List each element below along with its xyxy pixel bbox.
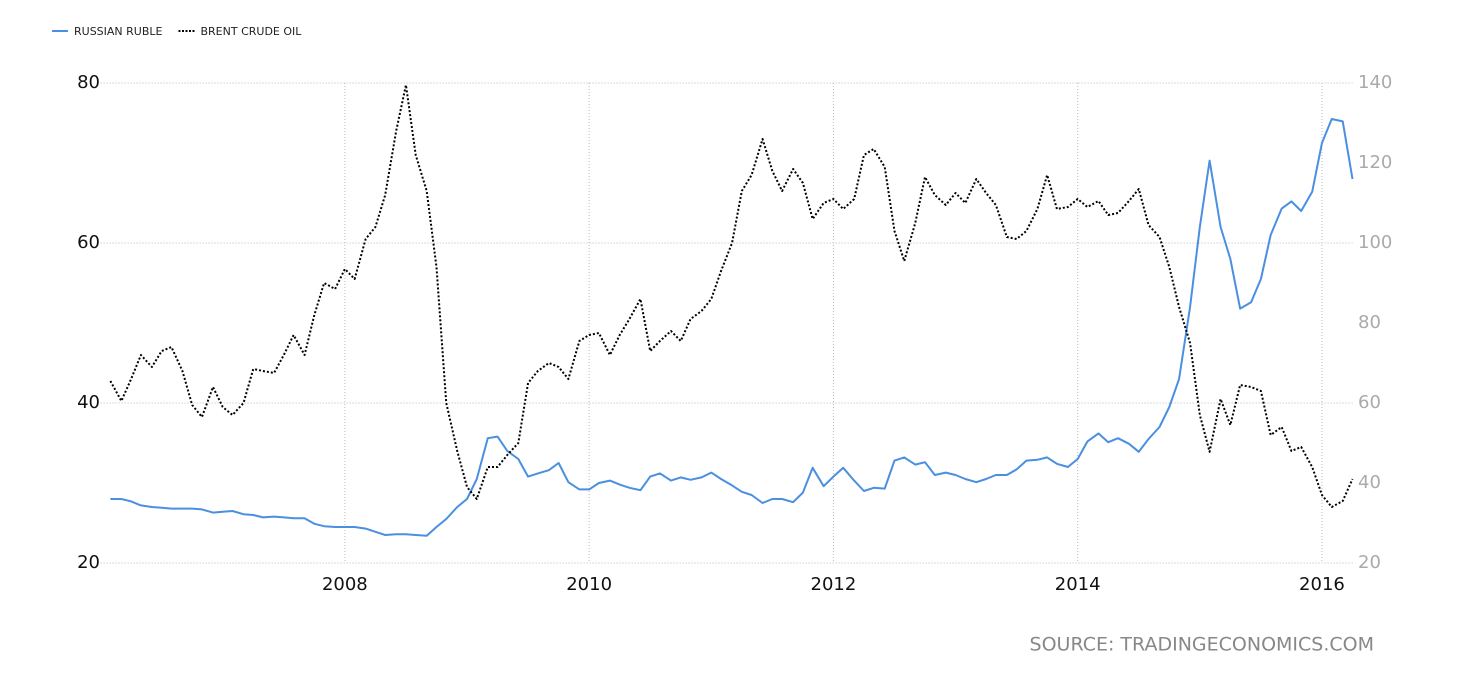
x-tick-label: 2016 [1299,574,1345,595]
source: SOURCE: TRADINGECONOMICS.COM [1030,634,1374,656]
legend-label: BRENT CRUDE OIL [200,25,302,38]
x-tick-label: 2012 [811,574,857,595]
y-tick-label: 80 [77,72,100,93]
y2-tick-label: 120 [1358,152,1392,173]
y-tick-label: 40 [77,392,100,413]
y-tick-label: 60 [77,232,100,253]
y2-tick-label: 60 [1358,392,1381,413]
series-line [109,84,1354,508]
x-tick-label: 2014 [1055,574,1101,595]
y2-tick-label: 80 [1358,312,1381,333]
x-tick-label: 2008 [322,574,368,595]
y2-tick-label: 140 [1358,72,1392,93]
y2-tick-label: 40 [1358,472,1381,493]
legend-label: RUSSIAN RUBLE [74,25,163,38]
y-tick-label: 20 [77,552,100,573]
y2-tick-label: 100 [1358,232,1392,253]
series-line [110,118,1354,537]
y2-tick-label: 20 [1358,552,1381,573]
x-tick-label: 2010 [566,574,612,595]
